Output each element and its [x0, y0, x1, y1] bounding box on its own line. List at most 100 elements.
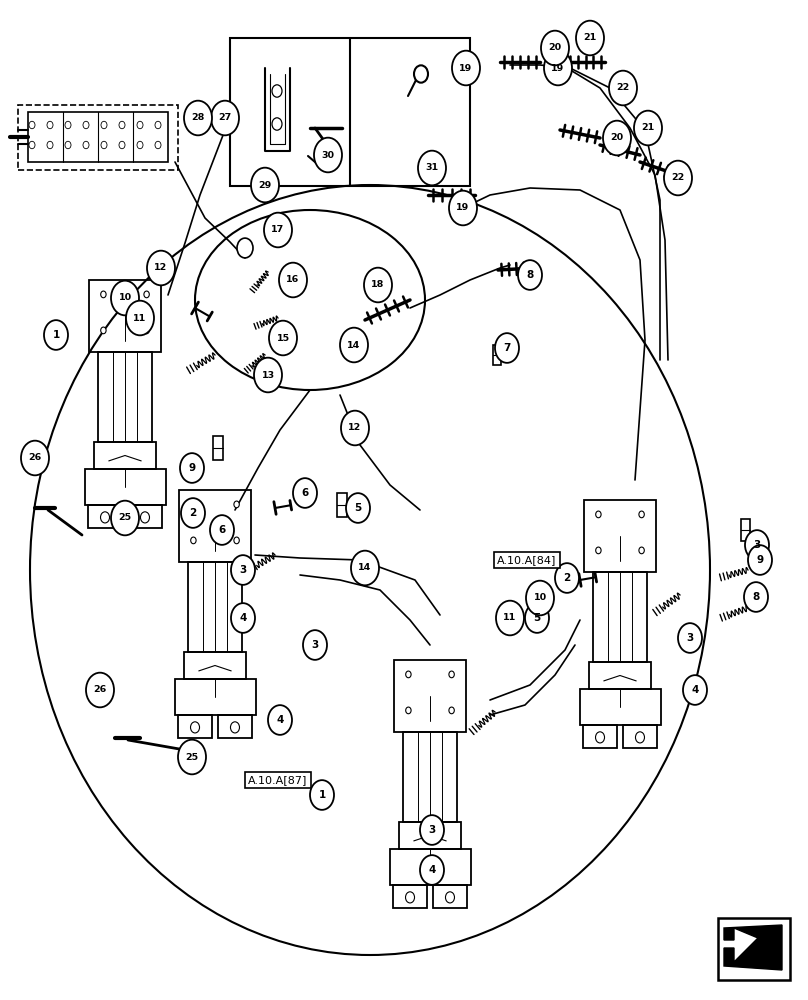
Circle shape: [310, 780, 334, 810]
Bar: [178, 715, 213, 738]
Text: 9: 9: [756, 555, 764, 565]
Circle shape: [126, 301, 154, 335]
Text: 19: 19: [457, 204, 469, 213]
Text: 13: 13: [262, 370, 275, 379]
Bar: [584, 500, 656, 572]
Bar: [593, 572, 647, 662]
Text: 7: 7: [503, 343, 511, 353]
Bar: [213, 436, 223, 460]
Circle shape: [609, 71, 637, 105]
Text: 9: 9: [188, 463, 196, 473]
Bar: [389, 849, 470, 885]
Bar: [188, 562, 242, 652]
Text: 16: 16: [286, 275, 300, 284]
Circle shape: [254, 358, 282, 392]
Bar: [94, 442, 156, 469]
Circle shape: [595, 732, 604, 743]
Circle shape: [420, 855, 444, 885]
Text: 20: 20: [549, 43, 562, 52]
Circle shape: [231, 603, 255, 633]
Text: 27: 27: [218, 113, 232, 122]
Bar: [184, 652, 246, 679]
Circle shape: [340, 328, 368, 362]
Text: 3: 3: [239, 565, 246, 575]
Text: 3: 3: [753, 540, 760, 550]
Text: 11: 11: [503, 613, 516, 622]
Text: 2: 2: [563, 573, 570, 583]
Circle shape: [100, 512, 110, 523]
Circle shape: [268, 705, 292, 735]
Text: 3: 3: [311, 640, 318, 650]
Text: A.10.A[84]: A.10.A[84]: [497, 555, 557, 565]
Circle shape: [406, 892, 415, 903]
Circle shape: [745, 530, 769, 560]
Circle shape: [576, 21, 604, 55]
Circle shape: [279, 263, 307, 297]
Circle shape: [237, 238, 253, 258]
Bar: [403, 732, 457, 822]
Bar: [337, 493, 347, 517]
Text: 1: 1: [53, 330, 60, 340]
Circle shape: [181, 498, 205, 528]
Text: 5: 5: [355, 503, 362, 513]
Circle shape: [210, 515, 234, 545]
Bar: [740, 519, 750, 541]
Circle shape: [555, 563, 579, 593]
Bar: [175, 679, 255, 715]
Circle shape: [449, 671, 454, 678]
Circle shape: [420, 815, 444, 845]
Circle shape: [184, 101, 212, 135]
Text: 14: 14: [359, 563, 372, 572]
Text: 4: 4: [239, 613, 246, 623]
Text: 10: 10: [533, 593, 546, 602]
Bar: [399, 822, 461, 849]
Circle shape: [603, 121, 631, 155]
Text: 6: 6: [301, 488, 309, 498]
Text: 4: 4: [692, 685, 699, 695]
Bar: [98, 352, 152, 442]
Circle shape: [314, 138, 342, 172]
Circle shape: [303, 630, 327, 660]
Circle shape: [272, 118, 282, 130]
Bar: [718, 918, 790, 980]
Text: 11: 11: [133, 314, 146, 323]
Text: 1: 1: [318, 790, 326, 800]
Circle shape: [495, 333, 519, 363]
Circle shape: [44, 320, 68, 350]
Circle shape: [744, 582, 768, 612]
Circle shape: [406, 671, 411, 678]
Circle shape: [525, 603, 549, 633]
Circle shape: [639, 511, 644, 518]
Text: 30: 30: [322, 150, 335, 159]
Circle shape: [544, 51, 572, 85]
Circle shape: [86, 673, 114, 707]
Circle shape: [449, 707, 454, 714]
Circle shape: [269, 321, 297, 355]
Text: 25: 25: [186, 752, 199, 762]
Circle shape: [341, 411, 369, 445]
Circle shape: [144, 291, 149, 298]
Circle shape: [414, 65, 428, 83]
Circle shape: [678, 623, 702, 653]
Circle shape: [595, 511, 601, 518]
Text: 28: 28: [191, 113, 204, 122]
Circle shape: [683, 675, 707, 705]
Circle shape: [191, 722, 200, 733]
Bar: [18, 105, 178, 170]
Circle shape: [518, 260, 542, 290]
Circle shape: [234, 501, 239, 508]
Circle shape: [111, 281, 139, 315]
Circle shape: [178, 740, 206, 774]
Circle shape: [21, 441, 49, 475]
Text: 21: 21: [583, 33, 596, 42]
Circle shape: [264, 213, 292, 247]
Bar: [128, 505, 162, 527]
Text: 26: 26: [94, 686, 107, 694]
Text: 10: 10: [119, 294, 132, 302]
Bar: [583, 725, 617, 748]
Circle shape: [251, 168, 279, 202]
Bar: [589, 662, 651, 689]
Bar: [579, 689, 660, 725]
Circle shape: [191, 501, 196, 508]
Circle shape: [541, 31, 569, 65]
